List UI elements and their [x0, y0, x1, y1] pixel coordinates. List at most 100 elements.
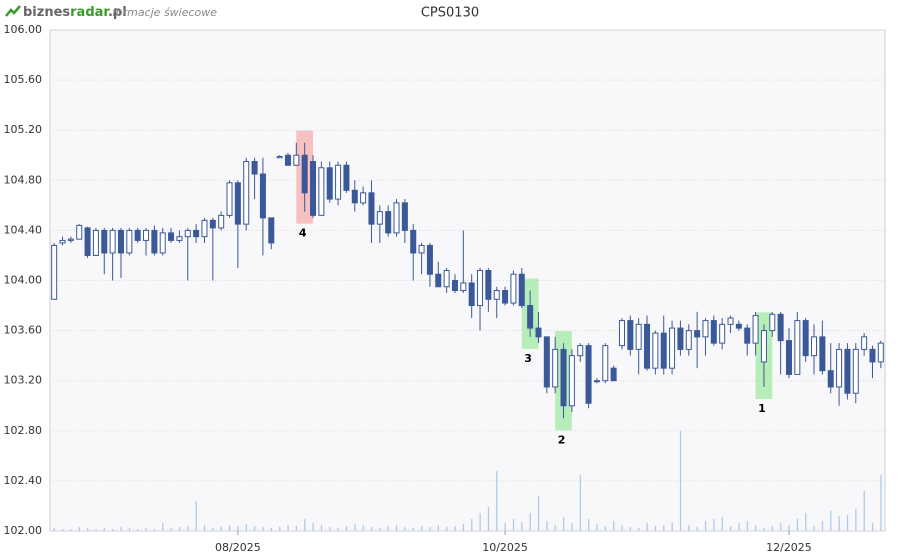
candle-body [552, 348, 559, 388]
volume-bar [120, 526, 122, 531]
volume-bar [688, 524, 690, 531]
candle-body [293, 154, 300, 166]
candle-body [92, 229, 99, 256]
volume-bar [287, 524, 289, 531]
candle-body [493, 290, 500, 300]
candle-body [785, 340, 792, 375]
logo: biznesradar.pl [23, 5, 127, 20]
volume-bar [730, 525, 732, 531]
volume-bar [813, 525, 815, 531]
candle-body [652, 332, 659, 369]
volume-bar [512, 518, 515, 531]
candle-body [151, 229, 158, 254]
volume-bar [654, 525, 657, 531]
candle-body [284, 154, 291, 166]
candle-body [51, 244, 58, 300]
candle-body [410, 229, 417, 254]
candle-body [577, 345, 584, 357]
volume-bar [529, 512, 531, 531]
volume-bar [579, 474, 581, 531]
candle-body [685, 330, 692, 350]
candle-body [510, 273, 517, 304]
logo-part: .pl [108, 5, 127, 20]
volume-bar [329, 526, 331, 531]
volume-bar [596, 523, 598, 531]
candle-body [710, 320, 717, 344]
candle-body [184, 229, 191, 238]
y-tick-label: 105.60 [4, 73, 43, 86]
candle-body [602, 345, 609, 382]
volume-bar [805, 512, 807, 531]
volume-bar [128, 527, 131, 531]
volume-bar [621, 524, 623, 531]
y-tick-label: 104.40 [4, 223, 43, 236]
volume-bar [279, 526, 281, 531]
volume-bar [821, 520, 824, 531]
volume-bar [62, 528, 64, 531]
volume-bar [429, 526, 431, 531]
candle-body [385, 211, 392, 234]
volume-bar [663, 524, 665, 531]
volume-bar [112, 528, 114, 531]
volume-bar [87, 527, 89, 531]
candle-body [677, 327, 684, 350]
volume-bar [454, 525, 456, 531]
candle-body [251, 161, 258, 175]
volume-bar [554, 524, 556, 531]
candle-body [502, 290, 509, 304]
volume-bar [571, 522, 573, 531]
candle-body [535, 327, 542, 338]
candle-body [660, 332, 667, 369]
candle-body [259, 173, 266, 219]
volume-bar [312, 522, 314, 531]
candle-body [109, 229, 116, 254]
candle-body [226, 182, 233, 216]
volume-bar [337, 527, 339, 531]
volume-bar [145, 527, 147, 531]
candle-body [143, 229, 150, 241]
volume-bar [880, 474, 882, 531]
volume-bar [187, 525, 189, 531]
x-tick-label: 08/2025 [215, 541, 261, 554]
y-tick-label: 103.60 [4, 324, 43, 337]
volume-bar [487, 506, 490, 531]
candle-body [735, 323, 742, 329]
volume-bar [220, 526, 222, 531]
x-tick-label: 12/2025 [766, 541, 812, 554]
candle-body [376, 211, 383, 225]
candle-body [326, 167, 333, 200]
volume-bar [746, 520, 748, 531]
volume-bar [563, 516, 565, 531]
candle-body [744, 327, 751, 344]
volume-bar [679, 430, 682, 531]
candle-body [477, 269, 484, 307]
volume-bar [763, 527, 765, 531]
y-tick-label: 104.00 [4, 274, 43, 287]
volume-bar [162, 522, 164, 531]
volume-bar [629, 526, 632, 531]
candle-body [468, 282, 475, 307]
subtitle: formacje świecowe [112, 6, 217, 19]
volume-bar [95, 528, 97, 531]
logo-part: biznes [23, 5, 70, 20]
candle-body [827, 370, 834, 388]
candle-body [852, 348, 859, 394]
candle-body [811, 336, 818, 357]
candle-body [727, 317, 734, 325]
volume-bar [771, 525, 773, 531]
candle-body [836, 348, 843, 388]
chart-title: CPS0130 [421, 6, 479, 21]
candle-body [669, 327, 676, 369]
candle-body [702, 320, 709, 338]
volume-bar [713, 518, 715, 531]
candle-body [343, 164, 350, 191]
volume-bar [354, 523, 356, 531]
candle-body [719, 323, 726, 344]
candle-body [134, 229, 141, 241]
candle-body [310, 161, 317, 216]
logo-part: radar [70, 5, 110, 20]
volume-bar [462, 523, 465, 531]
candle-body [418, 244, 425, 254]
y-tick-label: 102.80 [4, 424, 43, 437]
